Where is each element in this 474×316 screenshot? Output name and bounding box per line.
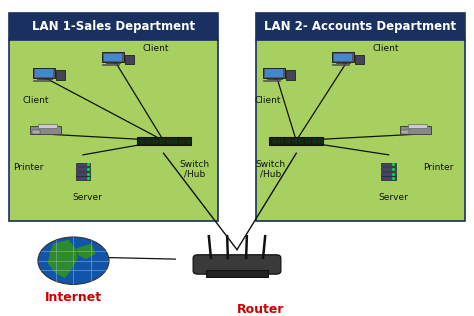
FancyBboxPatch shape xyxy=(313,139,317,143)
FancyBboxPatch shape xyxy=(154,139,157,143)
FancyBboxPatch shape xyxy=(300,139,303,143)
FancyBboxPatch shape xyxy=(9,40,218,221)
FancyBboxPatch shape xyxy=(286,139,290,143)
FancyBboxPatch shape xyxy=(140,139,144,143)
FancyBboxPatch shape xyxy=(293,139,297,143)
Text: Client: Client xyxy=(372,45,399,53)
FancyBboxPatch shape xyxy=(400,126,431,134)
FancyBboxPatch shape xyxy=(56,70,65,80)
FancyBboxPatch shape xyxy=(9,13,218,40)
FancyBboxPatch shape xyxy=(32,130,39,134)
Text: Internet: Internet xyxy=(45,291,102,304)
FancyBboxPatch shape xyxy=(256,40,465,221)
FancyBboxPatch shape xyxy=(331,52,354,62)
FancyBboxPatch shape xyxy=(193,255,281,274)
FancyBboxPatch shape xyxy=(76,167,90,171)
FancyBboxPatch shape xyxy=(334,53,352,61)
Text: Switch
/Hub: Switch /Hub xyxy=(255,160,285,179)
FancyBboxPatch shape xyxy=(408,124,427,127)
FancyBboxPatch shape xyxy=(319,139,323,143)
FancyBboxPatch shape xyxy=(382,163,396,166)
FancyBboxPatch shape xyxy=(180,139,184,143)
FancyBboxPatch shape xyxy=(101,52,124,62)
FancyBboxPatch shape xyxy=(33,68,55,78)
FancyBboxPatch shape xyxy=(382,172,396,175)
Text: Switch
/Hub: Switch /Hub xyxy=(179,160,210,179)
FancyBboxPatch shape xyxy=(147,139,151,143)
FancyBboxPatch shape xyxy=(265,69,283,77)
FancyBboxPatch shape xyxy=(76,163,90,166)
FancyBboxPatch shape xyxy=(35,69,53,77)
FancyBboxPatch shape xyxy=(355,55,364,64)
FancyBboxPatch shape xyxy=(187,139,191,143)
Text: Printer: Printer xyxy=(423,163,454,172)
FancyBboxPatch shape xyxy=(263,80,280,81)
Text: LAN 1-Sales Department: LAN 1-Sales Department xyxy=(32,20,195,33)
Text: LAN 2- Accounts Department: LAN 2- Accounts Department xyxy=(264,20,456,33)
FancyBboxPatch shape xyxy=(256,13,465,40)
FancyBboxPatch shape xyxy=(382,176,396,180)
Text: Printer: Printer xyxy=(13,163,44,172)
FancyBboxPatch shape xyxy=(76,176,90,180)
FancyBboxPatch shape xyxy=(286,70,295,80)
FancyBboxPatch shape xyxy=(331,64,348,65)
FancyBboxPatch shape xyxy=(280,139,283,143)
FancyBboxPatch shape xyxy=(33,80,50,81)
Polygon shape xyxy=(77,244,95,258)
Circle shape xyxy=(38,237,109,284)
FancyBboxPatch shape xyxy=(382,167,396,171)
FancyBboxPatch shape xyxy=(263,68,285,78)
FancyBboxPatch shape xyxy=(173,139,177,143)
FancyBboxPatch shape xyxy=(401,130,409,134)
FancyBboxPatch shape xyxy=(269,137,323,145)
FancyBboxPatch shape xyxy=(101,64,118,65)
FancyBboxPatch shape xyxy=(104,53,122,61)
Text: Server: Server xyxy=(73,193,103,202)
Text: Router: Router xyxy=(237,303,284,316)
FancyBboxPatch shape xyxy=(125,55,134,64)
FancyBboxPatch shape xyxy=(167,139,171,143)
FancyBboxPatch shape xyxy=(306,139,310,143)
Text: Client: Client xyxy=(142,45,169,53)
Text: Client: Client xyxy=(22,96,49,105)
FancyBboxPatch shape xyxy=(76,172,90,175)
Text: Client: Client xyxy=(255,96,281,105)
FancyBboxPatch shape xyxy=(137,137,191,145)
FancyBboxPatch shape xyxy=(160,139,164,143)
FancyBboxPatch shape xyxy=(38,124,57,127)
FancyBboxPatch shape xyxy=(273,139,277,143)
FancyBboxPatch shape xyxy=(206,270,268,277)
Text: Server: Server xyxy=(378,193,409,202)
FancyBboxPatch shape xyxy=(30,126,62,134)
Polygon shape xyxy=(48,240,77,277)
